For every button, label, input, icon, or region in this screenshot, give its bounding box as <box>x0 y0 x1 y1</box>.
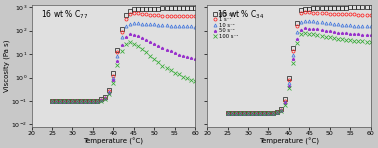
X-axis label: Temperature (°C): Temperature (°C) <box>259 137 319 145</box>
X-axis label: Temperature (°C): Temperature (°C) <box>83 137 143 145</box>
Y-axis label: Viscosity (Pa s): Viscosity (Pa s) <box>3 40 10 92</box>
Legend: 0.5 s⁻¹, 1 s⁻¹, 10 s⁻¹, 50 s⁻¹, 100 s⁻¹: 0.5 s⁻¹, 1 s⁻¹, 10 s⁻¹, 50 s⁻¹, 100 s⁻¹ <box>213 12 238 39</box>
Text: 16 wt % C$_{77}$: 16 wt % C$_{77}$ <box>41 9 88 21</box>
Text: 16 wt % C$_{34}$: 16 wt % C$_{34}$ <box>217 9 264 21</box>
